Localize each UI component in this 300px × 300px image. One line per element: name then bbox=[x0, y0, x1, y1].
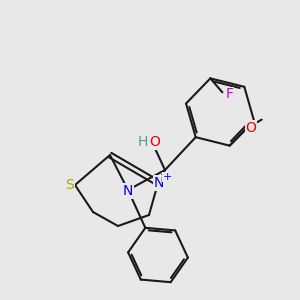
Text: O: O bbox=[245, 121, 256, 135]
Text: N: N bbox=[123, 184, 133, 198]
Text: O: O bbox=[150, 135, 160, 149]
Text: N: N bbox=[154, 176, 164, 190]
Text: S: S bbox=[66, 178, 74, 192]
Text: +: + bbox=[162, 172, 172, 182]
Text: F: F bbox=[225, 87, 233, 101]
Text: H: H bbox=[138, 135, 148, 149]
